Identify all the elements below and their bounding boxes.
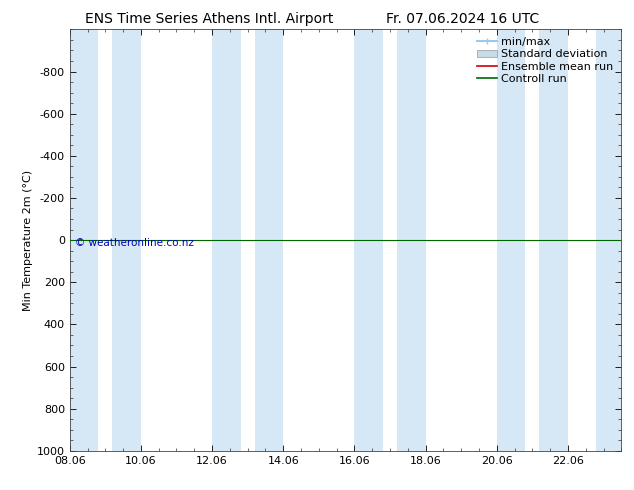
- Bar: [112, 29, 141, 451]
- Bar: [70, 29, 98, 451]
- Legend: min/max, Standard deviation, Ensemble mean run, Controll run: min/max, Standard deviation, Ensemble me…: [472, 33, 618, 88]
- Bar: [597, 29, 621, 451]
- Bar: [540, 29, 568, 451]
- Bar: [497, 29, 525, 451]
- Bar: [212, 29, 240, 451]
- Bar: [397, 29, 425, 451]
- Text: Fr. 07.06.2024 16 UTC: Fr. 07.06.2024 16 UTC: [386, 12, 540, 26]
- Text: © weatheronline.co.nz: © weatheronline.co.nz: [75, 238, 194, 248]
- Y-axis label: Min Temperature 2m (°C): Min Temperature 2m (°C): [23, 170, 33, 311]
- Bar: [354, 29, 383, 451]
- Text: ENS Time Series Athens Intl. Airport: ENS Time Series Athens Intl. Airport: [85, 12, 333, 26]
- Bar: [255, 29, 283, 451]
